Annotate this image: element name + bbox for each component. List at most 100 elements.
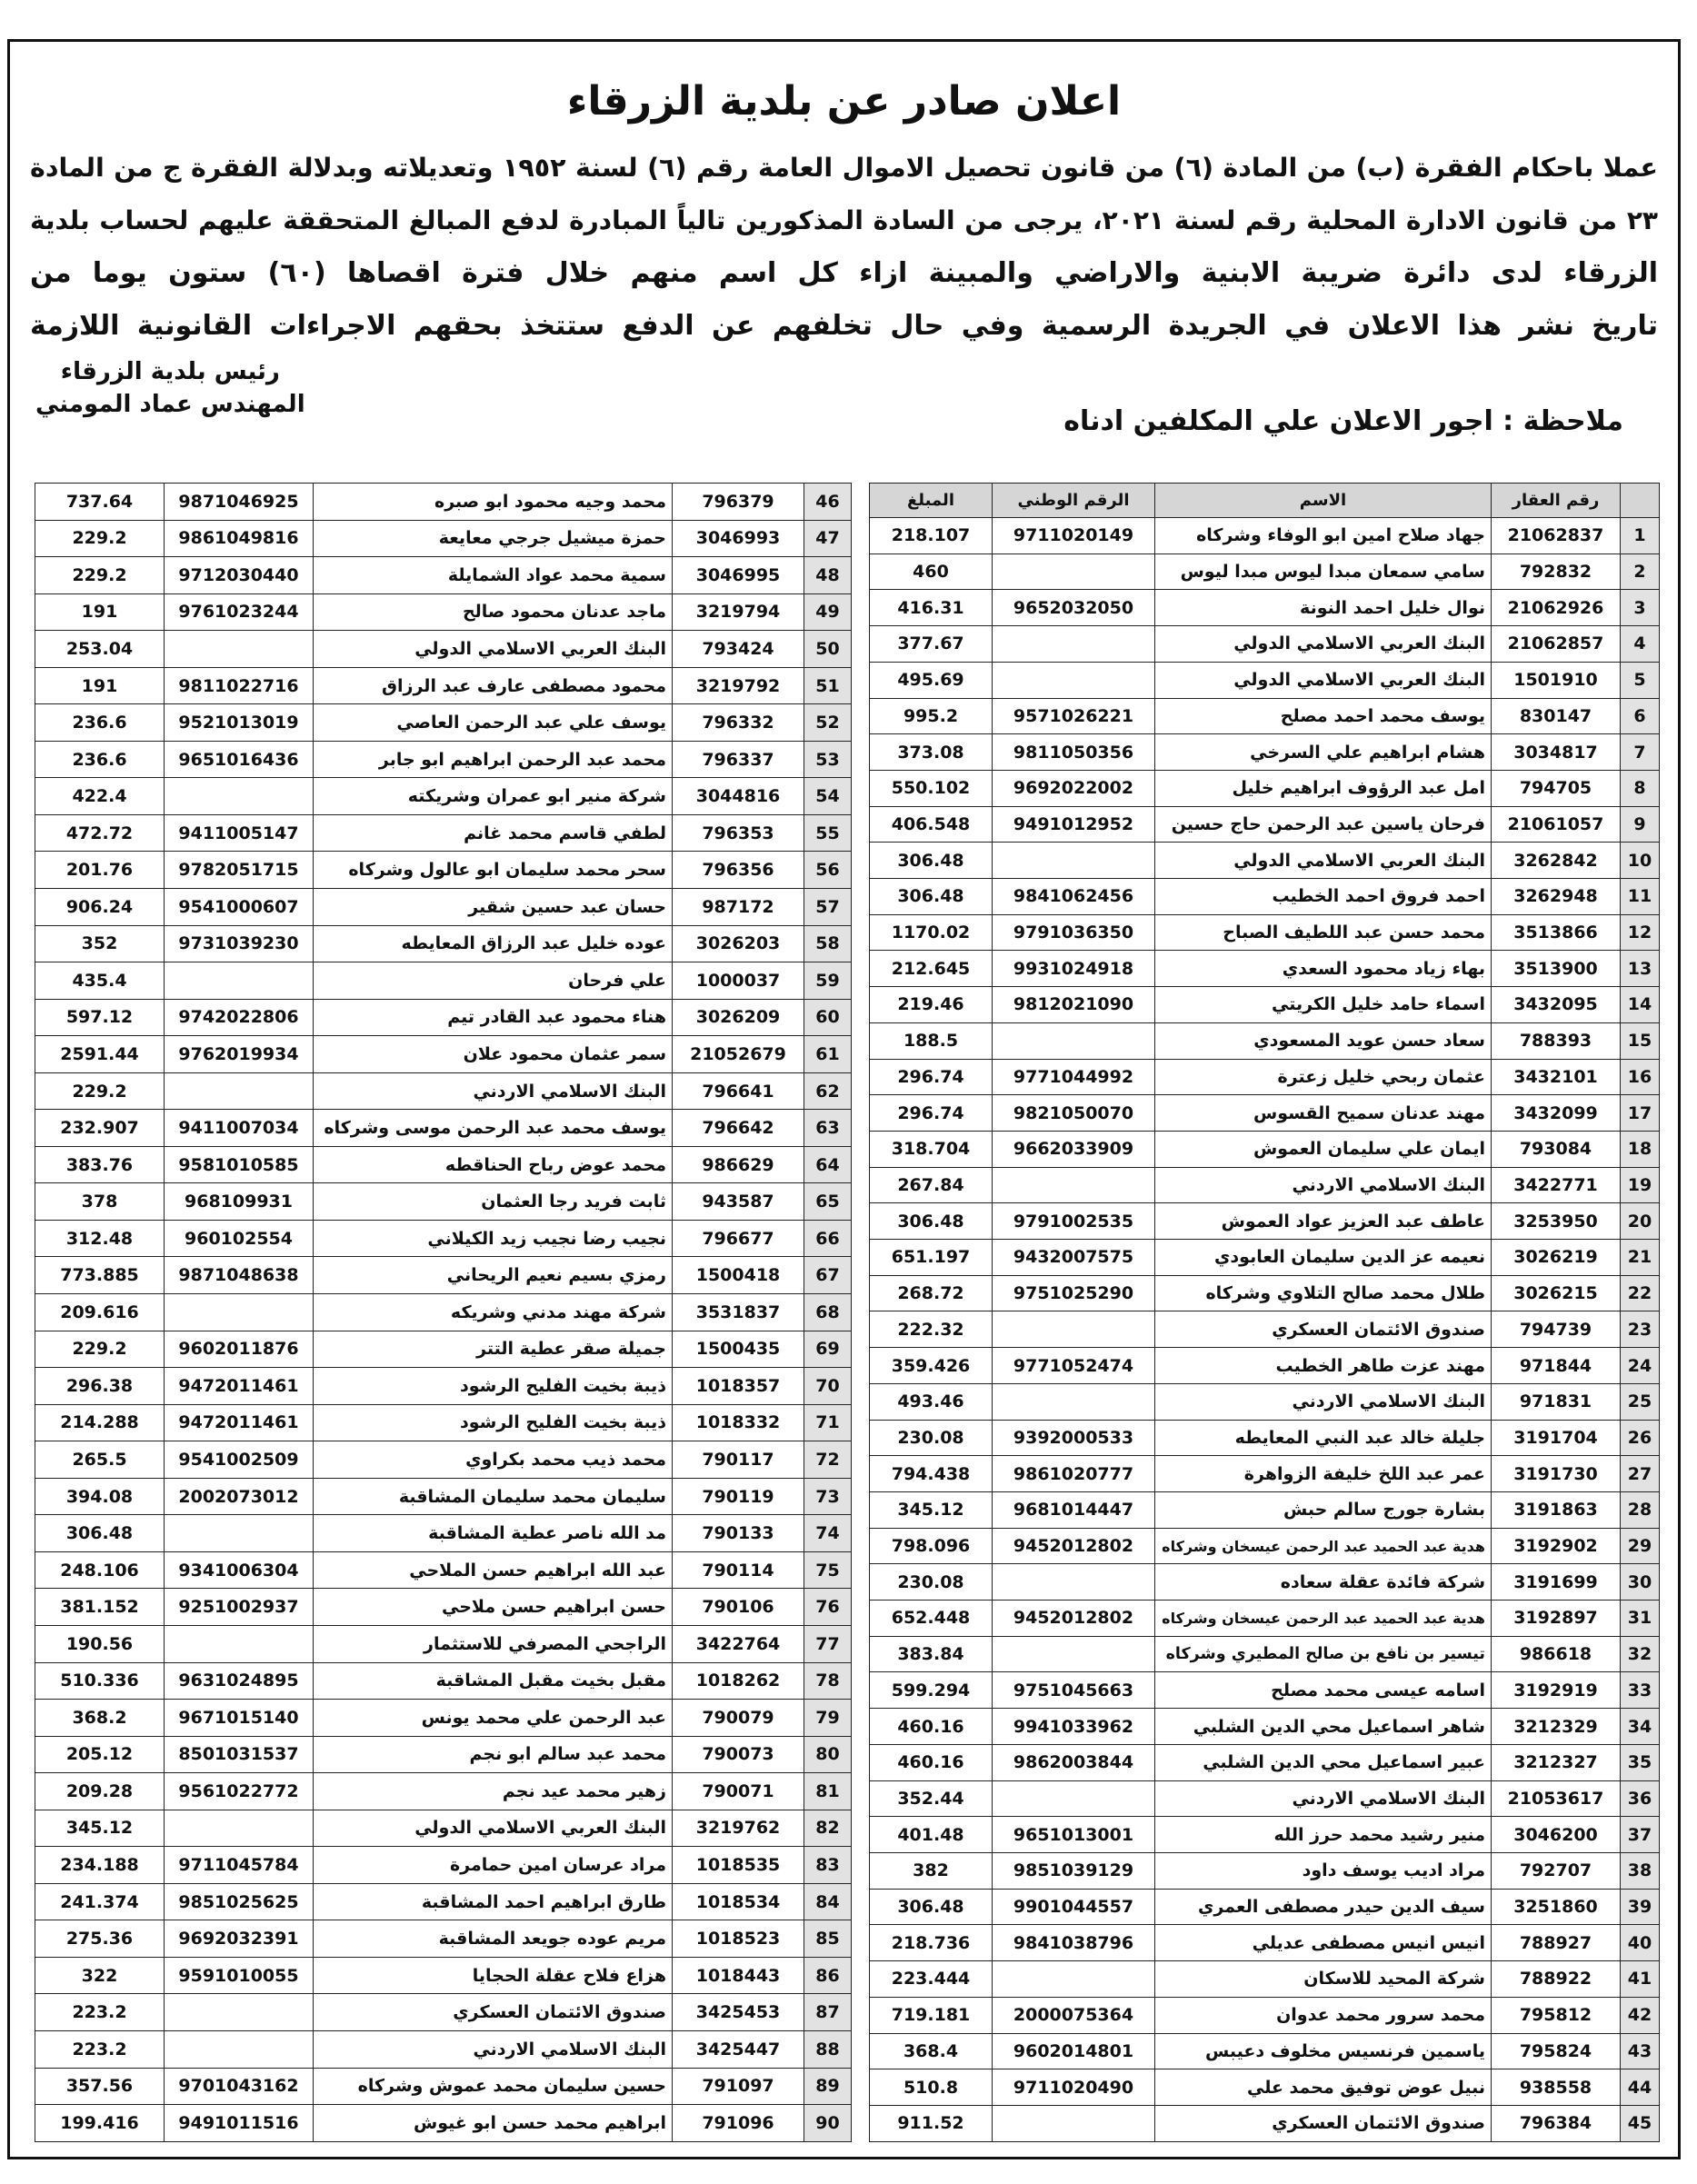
- name: نعيمه عز الدين سليمان العابودي: [1154, 1239, 1492, 1276]
- row-index: 87: [804, 1993, 852, 2031]
- property-number: 3432101: [1491, 1058, 1621, 1096]
- property-number: 791096: [672, 2104, 804, 2142]
- name: سمر عثمان محمود علان: [313, 1035, 673, 1073]
- property-number: 3026215: [1491, 1274, 1621, 1312]
- row-index: 6: [1620, 697, 1660, 735]
- name: طلال محمد صالح التلاوي وشركاه: [1154, 1274, 1492, 1312]
- name: نجيب رضا نجيب زيد الكيلاني: [313, 1219, 673, 1258]
- amount: 495.69: [869, 661, 993, 699]
- property-number: 3212327: [1491, 1743, 1621, 1781]
- property-number: 794739: [1491, 1311, 1621, 1349]
- table-row: 45 796384 صندوق الائتمان العسكري 911.52: [869, 2104, 1660, 2143]
- amount: 652.448: [869, 1600, 993, 1637]
- property-number: 3026209: [672, 998, 804, 1037]
- row-index: 65: [804, 1182, 852, 1221]
- table-row: 84 1018534 طارق ابراهيم احمد المشاقبة 98510…: [35, 1882, 852, 1921]
- row-index: 13: [1620, 950, 1660, 988]
- property-number: 790073: [672, 1735, 804, 1774]
- table-row: 63 796642 يوسف محمد عبد الرحمن موسى وشركاه…: [35, 1109, 852, 1147]
- property-number: 796353: [672, 813, 804, 853]
- name: عبد الرحمن علي محمد يونس: [313, 1699, 673, 1737]
- row-index: 14: [1620, 986, 1660, 1023]
- row-index: 77: [804, 1624, 852, 1663]
- row-index: 26: [1620, 1419, 1660, 1457]
- name: اسماء حامد خليل الكريتي: [1154, 986, 1492, 1023]
- row-index: 61: [804, 1035, 852, 1073]
- row-index: 48: [804, 556, 852, 594]
- amount: 906.24: [35, 888, 165, 926]
- table-row: 70 1018357 ذيبة بخيت الفليح الرشود 94720114…: [35, 1367, 852, 1405]
- header-cell: المبلغ: [869, 483, 993, 518]
- property-number: 3046995: [672, 556, 804, 594]
- national-id: 9472011461: [164, 1403, 314, 1442]
- row-index: 46: [804, 483, 852, 521]
- property-number: 790071: [672, 1772, 804, 1810]
- national-id: 9811050356: [992, 733, 1155, 771]
- table-row: 27 3191730 عمر عبد اللخ خليفة الزواهرة 9861…: [869, 1455, 1660, 1492]
- row-index: 63: [804, 1109, 852, 1147]
- row-index: 10: [1620, 842, 1660, 880]
- property-number: 986618: [1491, 1635, 1621, 1673]
- property-number: 3251860: [1491, 1888, 1621, 1926]
- amount: 510.8: [869, 2069, 993, 2106]
- table-row: 69 1500435 جميلة صقر عطية التتر 9602011876 2…: [35, 1330, 852, 1369]
- national-id: [164, 1624, 314, 1663]
- amount: 318.704: [869, 1130, 993, 1168]
- table-row: 62 796641 البنك الاسلامي الاردني 229.2: [35, 1072, 852, 1111]
- row-index: 32: [1620, 1635, 1660, 1673]
- body-line: تاريخ نشر هذا الاعلان في الجريدة الرسمية…: [30, 310, 1658, 342]
- property-number: 3531837: [672, 1293, 804, 1331]
- property-number: 3046993: [672, 519, 804, 558]
- national-id: [992, 1563, 1155, 1601]
- table-row: 44 938558 نبيل عوض توفيق محمد علي 971102049…: [869, 2069, 1660, 2106]
- row-index: 52: [804, 703, 852, 742]
- amount: 229.2: [35, 556, 165, 594]
- table-row: 6 830147 يوسف محمد احمد مصلح 9571026221 995.…: [869, 697, 1660, 735]
- row-index: 12: [1620, 913, 1660, 952]
- name: انيس انيس مصطفى عديلي: [1154, 1924, 1492, 1962]
- name: حمزة ميشيل جرجي معايعة: [313, 519, 673, 558]
- row-index: 42: [1620, 1996, 1660, 2034]
- table-row: 11 3262948 احمد فروق احمد الخطيب 9841062456…: [869, 878, 1660, 915]
- national-id: [164, 2029, 314, 2069]
- amount: 737.64: [35, 483, 165, 521]
- property-number: 795812: [1491, 1996, 1621, 2034]
- table-row: 46 796379 محمد وجيه محمود ابو صبره 98710469…: [35, 483, 852, 521]
- amount: 383.76: [35, 1145, 165, 1184]
- national-id: 9771052474: [992, 1347, 1155, 1384]
- row-index: 1: [1620, 516, 1660, 554]
- property-number: 1018534: [672, 1882, 804, 1921]
- property-number: 791097: [672, 2067, 804, 2106]
- amount: 296.74: [869, 1058, 993, 1096]
- property-number: 3191699: [1491, 1563, 1621, 1601]
- table-row: 78 1018262 مقبل بخيت مقبل المشاقبة 96310248…: [35, 1661, 852, 1700]
- table-row: 36 21053617 البنك الاسلامي الاردني 352.44: [869, 1780, 1660, 1818]
- name: يوسف علي عبد الرحمن العاصي: [313, 703, 673, 742]
- table-row: 1 21062837 جهاد صلاح امين ابو الوفاء وشركا…: [869, 516, 1660, 554]
- table-row: 87 3425453 صندوق الائتمان العسكري 223.2: [35, 1993, 852, 2031]
- amount: 345.12: [869, 1491, 993, 1529]
- name: هشام ابراهيم علي السرخي: [1154, 733, 1492, 771]
- table-row: 43 795824 ياسمين فرنسيس مخلوف دعيبس 9602014…: [869, 2032, 1660, 2070]
- amount: 268.72: [869, 1274, 993, 1312]
- property-number: 3044816: [672, 777, 804, 815]
- national-id: [992, 1166, 1155, 1204]
- amount: 191: [35, 593, 165, 632]
- row-index: 64: [804, 1145, 852, 1184]
- national-id: 9711020149: [992, 516, 1155, 554]
- national-id: 9761023244: [164, 593, 314, 632]
- property-number: 788922: [1491, 1960, 1621, 1998]
- amount: 229.2: [35, 1072, 165, 1111]
- property-number: 3192897: [1491, 1600, 1621, 1637]
- name: سعاد حسن عويد المسعودي: [1154, 1022, 1492, 1060]
- table-row: 89 791097 حسين سليمان محمد عموش وشركاه 9701…: [35, 2067, 852, 2106]
- property-number: 3422764: [672, 1624, 804, 1663]
- name: رمزي بسيم نعيم الريحاني: [313, 1256, 673, 1295]
- property-number: 3192902: [1491, 1527, 1621, 1565]
- national-id: 9452012802: [992, 1600, 1155, 1637]
- property-number: 3432099: [1491, 1094, 1621, 1132]
- national-id: 9941033962: [992, 1708, 1155, 1745]
- name: نوال خليل احمد النونة: [1154, 589, 1492, 627]
- name: ثابت فريد رجا العثمان: [313, 1182, 673, 1221]
- row-index: 28: [1620, 1491, 1660, 1529]
